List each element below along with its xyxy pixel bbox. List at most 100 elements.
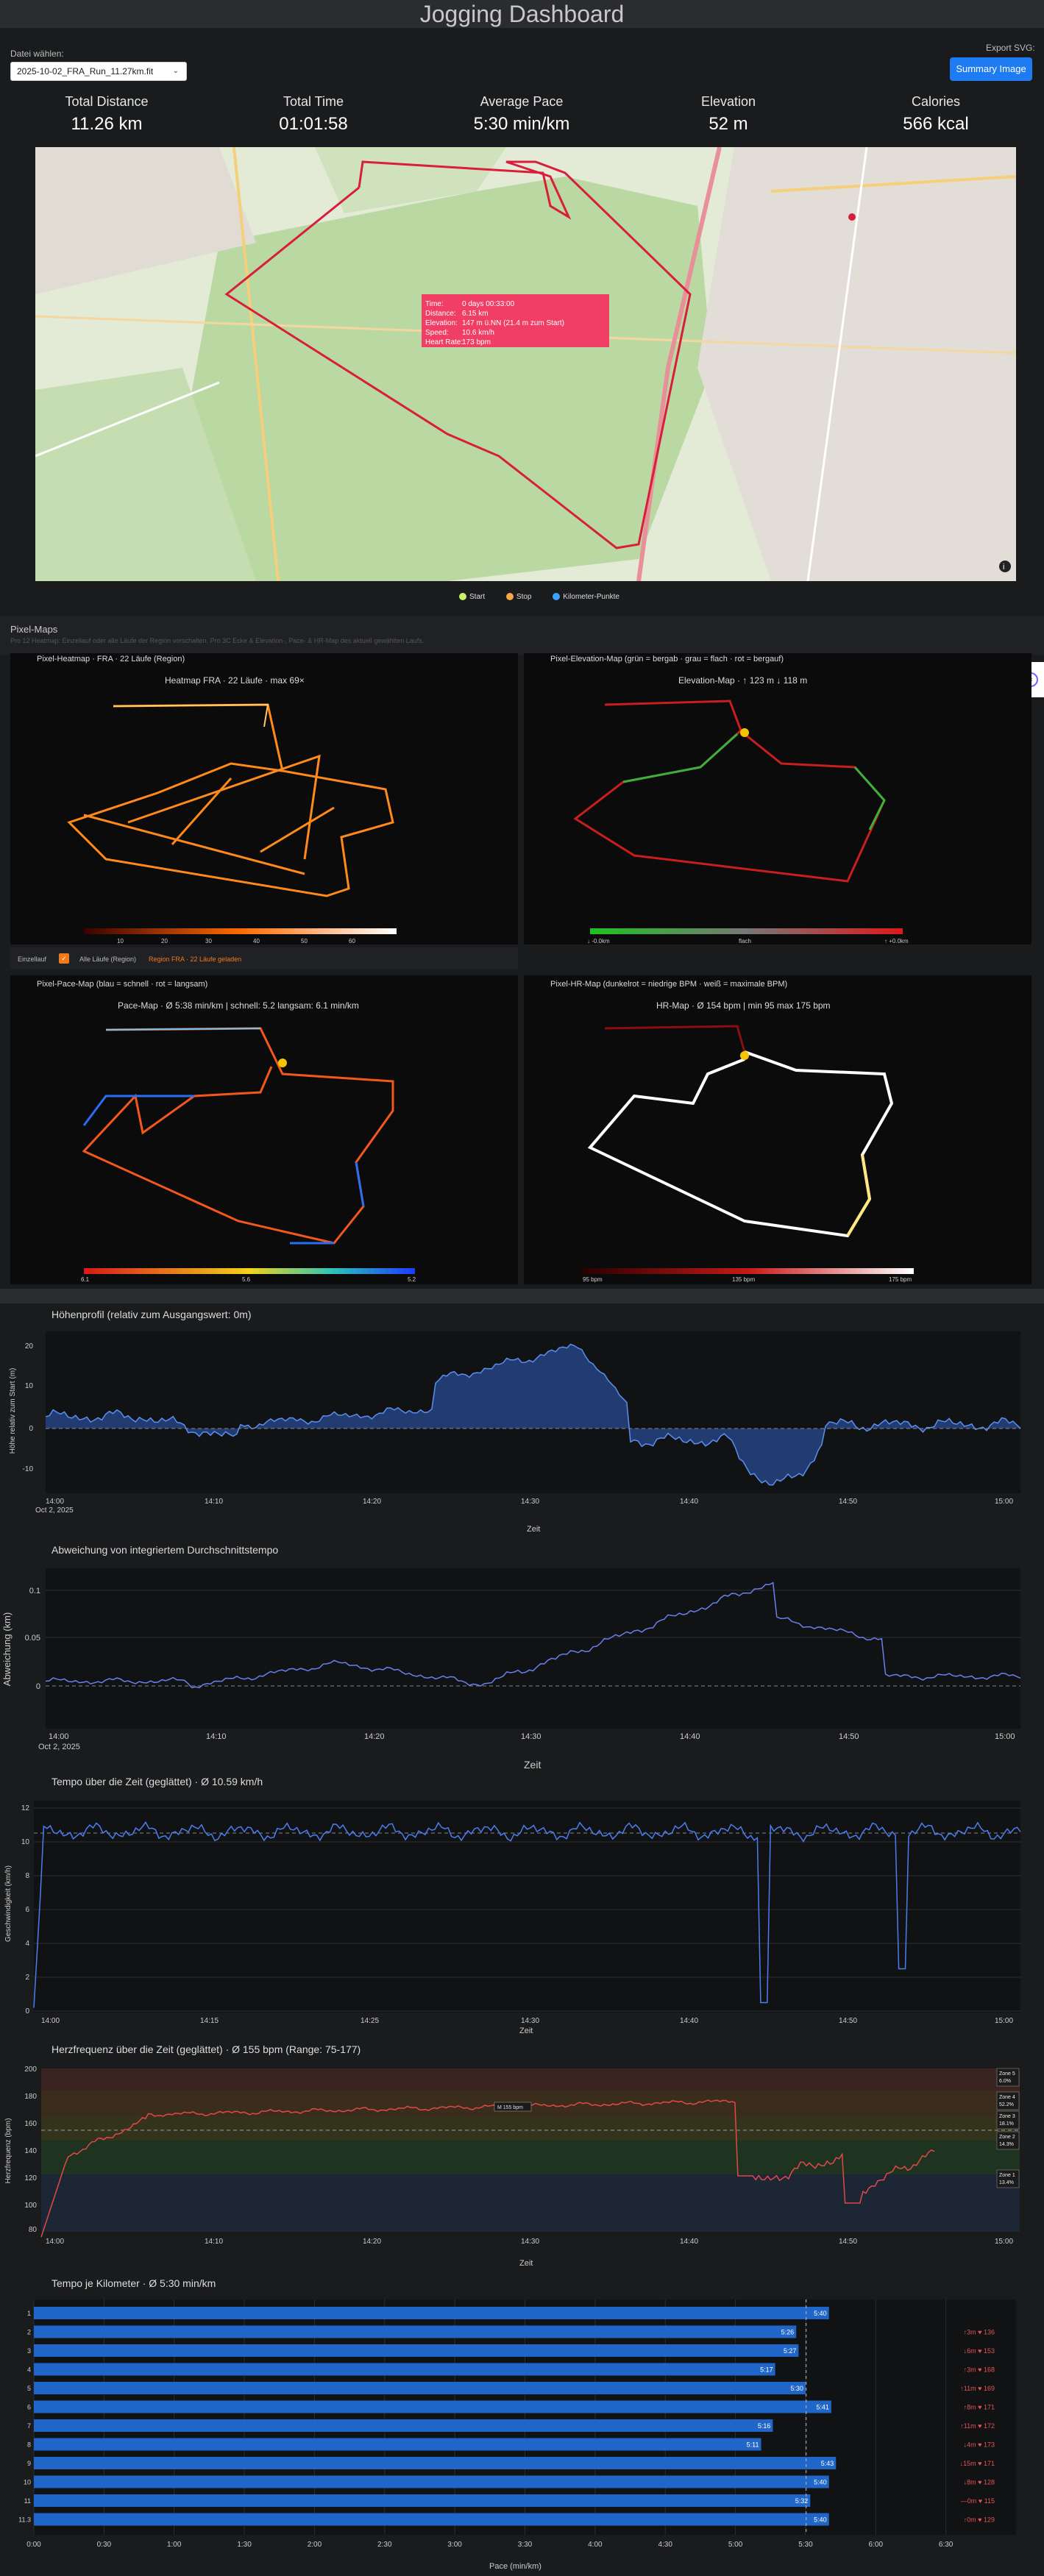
svg-text:0: 0 [29, 1425, 33, 1433]
hrmap-canvas[interactable]: 95 bpm 135 bpm 175 bpm [524, 1015, 1031, 1284]
dev-chart-title: Abweichung von integriertem Durchschnitt… [52, 1544, 279, 1556]
pace-bar [34, 2475, 829, 2488]
svg-text:6: 6 [25, 1906, 29, 1914]
pace-chart[interactable]: 1 5:40 2 5:26 ↑3m ♥ 136 3 5:27 ↓6m ♥ 153 4 5:17 ↑3… [0, 2295, 1044, 2575]
chevron-down-icon: ⌄ [172, 67, 179, 75]
tooltip-speed-key: Speed: [425, 329, 449, 337]
tooltip-distance-key: Distance: [425, 310, 456, 318]
heatmap-canvas[interactable]: 10 20 30 40 50 60 [10, 690, 518, 944]
pace-side-label: ↓15m ♥ 171 [960, 2460, 995, 2467]
elevationmap-panel: Pixel-Elevation-Map (grün = bergab · gra… [524, 653, 1031, 944]
tooltip-elevation-value: 147 m ü.NN (21.4 m zum Start) [462, 319, 564, 327]
pace-bar [34, 2325, 797, 2338]
route-map[interactable]: Time: 0 days 00:33:00 Distance: 6.15 km El… [35, 147, 1016, 581]
stat-pace: Average Pace 5:30 min/km [473, 94, 570, 134]
svg-text:10: 10 [21, 1838, 30, 1846]
svg-text:120: 120 [24, 2174, 37, 2182]
elevationmap-panel-title: Pixel-Elevation-Map (grün = bergab · gra… [550, 655, 784, 663]
svg-text:14:40: 14:40 [680, 1732, 700, 1741]
svg-text:14:20: 14:20 [363, 2238, 381, 2246]
svg-text:-10: -10 [23, 1465, 34, 1473]
svg-text:13.4%: 13.4% [999, 2180, 1014, 2185]
pixelmaps-title: Pixel-Maps [10, 624, 58, 635]
svg-text:14:30: 14:30 [521, 2017, 539, 2025]
svg-text:18.1%: 18.1% [999, 2121, 1014, 2127]
pace-bar [34, 2400, 831, 2413]
svg-text:5.2: 5.2 [408, 1276, 416, 1283]
elevationmap-canvas[interactable]: ↓ -0.0km flach ↑ +0.0km [524, 690, 1031, 944]
pace-xtick: 2:30 [377, 2541, 392, 2549]
file-label: Datei wählen: [10, 49, 64, 59]
svg-text:80: 80 [29, 2226, 38, 2234]
pixelmap-options: Einzellauf ✓ Alle Läufe (Region) Region … [10, 947, 518, 969]
svg-text:52.2%: 52.2% [999, 2102, 1014, 2107]
svg-text:14:30: 14:30 [521, 2238, 539, 2246]
svg-text:14:00: 14:00 [49, 1732, 69, 1741]
speed-chart[interactable]: Geschwindigkeit (km/h) 12 10 8 6 4 2 0 1… [0, 1793, 1044, 2036]
pace-value-label: 5:17 [760, 2366, 773, 2374]
heatmap-panel: Pixel-Heatmap · FRA · 22 Läufe (Region) … [10, 653, 518, 944]
pace-xtick: 1:30 [237, 2541, 252, 2549]
pace-km-label: 8 [27, 2441, 31, 2449]
svg-text:14:40: 14:40 [680, 2238, 698, 2246]
stat-elevation: Elevation 52 m [700, 94, 756, 134]
heatmap-panel-title: Pixel-Heatmap · FRA · 22 Läufe (Region) [37, 655, 185, 663]
file-select[interactable]: 2025-10-02_FRA_Run_11.27km.fit ⌄ [10, 62, 187, 81]
pace-km-label: 3 [27, 2347, 31, 2355]
map-canvas[interactable]: Time: 0 days 00:33:00 Distance: 6.15 km El… [35, 147, 1016, 581]
all-runs-checkbox[interactable]: ✓ [59, 953, 69, 964]
pace-xtick: 2:00 [308, 2541, 322, 2549]
svg-text:14:00: 14:00 [46, 1498, 64, 1506]
option-region-label: Region FRA · 22 Läufe geladen [149, 956, 242, 963]
svg-text:Zone 5: Zone 5 [999, 2071, 1015, 2077]
svg-text:12: 12 [21, 1804, 30, 1812]
svg-text:60: 60 [349, 938, 355, 944]
svg-text:14:10: 14:10 [206, 1732, 227, 1741]
elev-xlabel: Zeit [527, 1525, 540, 1534]
svg-text:14:10: 14:10 [205, 1498, 223, 1506]
pace-bar [34, 2419, 773, 2432]
pace-value-label: 5:43 [821, 2460, 834, 2467]
summary-image-button[interactable]: Summary Image [950, 57, 1032, 81]
pace-side-label: ↑3m ♥ 136 [964, 2329, 995, 2336]
svg-text:14:20: 14:20 [363, 1498, 381, 1506]
svg-text:Oct 2, 2025: Oct 2, 2025 [38, 1743, 80, 1751]
svg-text:20: 20 [161, 938, 168, 944]
svg-text:50: 50 [301, 938, 308, 944]
tooltip-hr-key: Heart Rate: [425, 338, 463, 346]
pace-xtick: 4:00 [588, 2541, 603, 2549]
pace-xtick: 0:00 [26, 2541, 41, 2549]
pacemap-canvas[interactable]: 6.1 5.6 5.2 [10, 1015, 518, 1284]
tooltip-elevation-key: Elevation: [425, 319, 458, 327]
svg-text:160: 160 [24, 2120, 37, 2128]
elev-chart[interactable]: Höhe relativ zum Start (m) 20 10 0 -10 1… [0, 1324, 1044, 1537]
dev-xlabel: Zeit [524, 1759, 541, 1771]
pixelmaps-desc: Pro 12 Heatmap: Einzellauf oder alle Läu… [10, 637, 425, 644]
svg-text:Zone 4: Zone 4 [999, 2095, 1015, 2100]
pace-km-label: 5 [27, 2385, 31, 2392]
pace-km-label: 10 [24, 2479, 31, 2486]
dev-chart[interactable]: Abweichung (km) 0.1 0.05 0 14:00 14:10 1… [0, 1561, 1044, 1774]
svg-text:40: 40 [253, 938, 260, 944]
pace-xtick: 6:30 [939, 2541, 954, 2549]
svg-text:14.3%: 14.3% [999, 2142, 1014, 2147]
pace-xlabel: Pace (min/km) [489, 2562, 541, 2571]
svg-text:0.05: 0.05 [25, 1634, 40, 1643]
pace-value-label: 5:40 [814, 2479, 827, 2486]
svg-text:5.6: 5.6 [242, 1276, 251, 1283]
pace-xtick: 1:00 [167, 2541, 182, 2549]
hr-chart[interactable]: M 155 bpm Herzfrequenz (bpm) 200 180 160… [0, 2060, 1044, 2273]
dev-ylabel: Abweichung (km) [1, 1612, 13, 1686]
pace-xtick: 3:30 [518, 2541, 533, 2549]
pace-xtick: 5:30 [798, 2541, 813, 2549]
svg-text:8: 8 [25, 1872, 29, 1880]
pixelmaps-section: Pixel-Maps Pro 12 Heatmap: Einzellauf od… [0, 616, 1044, 655]
hr-chart-title: Herzfrequenz über die Zeit (geglättet) ·… [52, 2043, 361, 2055]
info-icon[interactable] [999, 561, 1011, 572]
tooltip-time-value: 0 days 00:33:00 [462, 300, 515, 308]
svg-text:10: 10 [25, 1382, 34, 1390]
svg-text:6.0%: 6.0% [999, 2079, 1011, 2084]
svg-text:14:50: 14:50 [839, 1732, 859, 1741]
svg-text:140: 140 [24, 2147, 37, 2155]
svg-text:0.1: 0.1 [29, 1587, 40, 1595]
